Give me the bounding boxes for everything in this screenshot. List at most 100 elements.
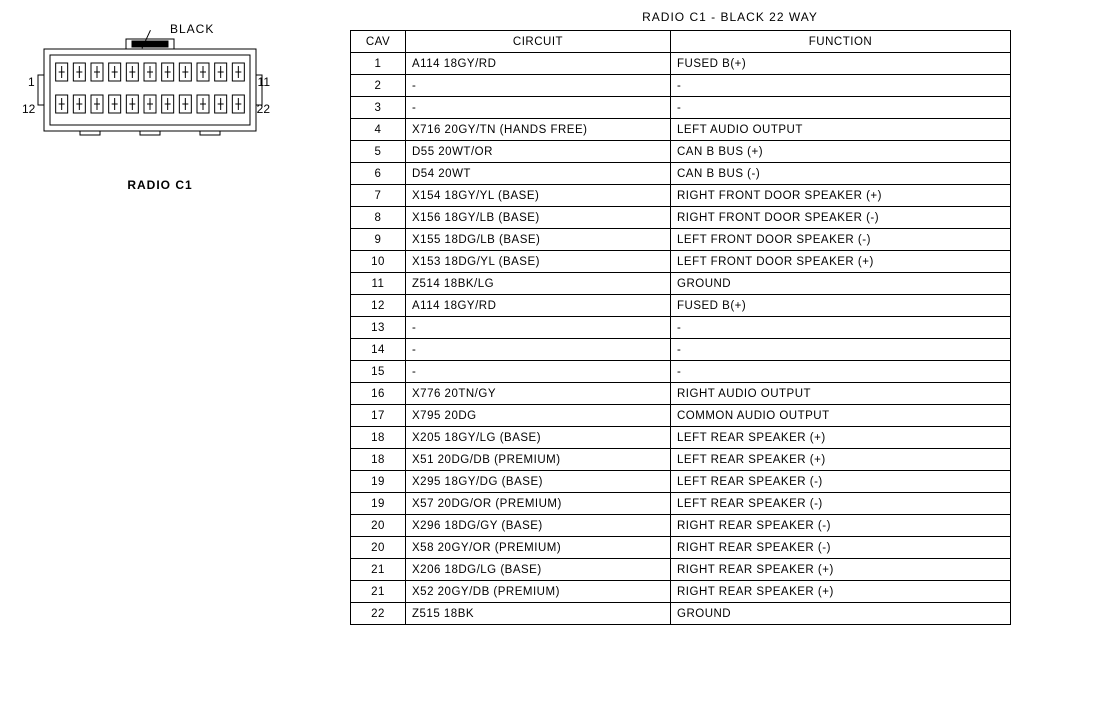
table-row: 18X51 20DG/DB (PREMIUM)LEFT REAR SPEAKER…	[351, 449, 1011, 471]
table-row: 7X154 18GY/YL (BASE)RIGHT FRONT DOOR SPE…	[351, 185, 1011, 207]
cell-circuit: D54 20WT	[406, 163, 671, 185]
cell-cav: 9	[351, 229, 406, 251]
connector-panel: BLACK 1 12 11 22 RADIO C1	[10, 10, 310, 192]
cell-circuit: X51 20DG/DB (PREMIUM)	[406, 449, 671, 471]
cell-circuit: X295 18GY/DG (BASE)	[406, 471, 671, 493]
cell-function: -	[671, 361, 1011, 383]
cell-function: LEFT REAR SPEAKER (+)	[671, 449, 1011, 471]
table-row: 19X57 20DG/OR (PREMIUM)LEFT REAR SPEAKER…	[351, 493, 1011, 515]
cell-function: -	[671, 97, 1011, 119]
cell-circuit: X206 18DG/LG (BASE)	[406, 559, 671, 581]
cell-function: RIGHT REAR SPEAKER (-)	[671, 537, 1011, 559]
cell-function: RIGHT AUDIO OUTPUT	[671, 383, 1011, 405]
table-row: 19X295 18GY/DG (BASE)LEFT REAR SPEAKER (…	[351, 471, 1011, 493]
cell-cav: 19	[351, 493, 406, 515]
table-row: 6D54 20WTCAN B BUS (-)	[351, 163, 1011, 185]
cell-function: RIGHT FRONT DOOR SPEAKER (-)	[671, 207, 1011, 229]
cell-cav: 22	[351, 603, 406, 625]
col-header-function: FUNCTION	[671, 31, 1011, 53]
cell-function: RIGHT REAR SPEAKER (+)	[671, 581, 1011, 603]
cell-function: RIGHT REAR SPEAKER (-)	[671, 515, 1011, 537]
cell-circuit: -	[406, 75, 671, 97]
cell-cav: 5	[351, 141, 406, 163]
table-row: 20X296 18DG/GY (BASE)RIGHT REAR SPEAKER …	[351, 515, 1011, 537]
cell-circuit: X155 18DG/LB (BASE)	[406, 229, 671, 251]
pinout-panel: RADIO C1 - BLACK 22 WAY CAV CIRCUIT FUNC…	[350, 10, 1110, 625]
cell-circuit: A114 18GY/RD	[406, 295, 671, 317]
cell-circuit: X296 18DG/GY (BASE)	[406, 515, 671, 537]
cell-cav: 11	[351, 273, 406, 295]
pin-label-11: 11	[258, 75, 270, 89]
cell-cav: 18	[351, 427, 406, 449]
cell-cav: 20	[351, 515, 406, 537]
table-row: 15--	[351, 361, 1011, 383]
table-row: 17X795 20DGCOMMON AUDIO OUTPUT	[351, 405, 1011, 427]
pinout-table: CAV CIRCUIT FUNCTION 1A114 18GY/RDFUSED …	[350, 30, 1011, 625]
pinout-header-row: CAV CIRCUIT FUNCTION	[351, 31, 1011, 53]
table-row: 22Z515 18BKGROUND	[351, 603, 1011, 625]
table-row: 20X58 20GY/OR (PREMIUM)RIGHT REAR SPEAKE…	[351, 537, 1011, 559]
cell-cav: 4	[351, 119, 406, 141]
col-header-cav: CAV	[351, 31, 406, 53]
connector-diagram: BLACK 1 12 11 22	[20, 20, 300, 170]
cell-cav: 21	[351, 559, 406, 581]
cell-cav: 8	[351, 207, 406, 229]
pin-label-12: 12	[22, 102, 35, 116]
cell-function: -	[671, 75, 1011, 97]
cell-cav: 10	[351, 251, 406, 273]
cell-cav: 15	[351, 361, 406, 383]
cell-function: CAN B BUS (+)	[671, 141, 1011, 163]
cell-cav: 6	[351, 163, 406, 185]
cell-function: -	[671, 317, 1011, 339]
cell-function: GROUND	[671, 603, 1011, 625]
cell-cav: 16	[351, 383, 406, 405]
page-root: BLACK 1 12 11 22 RADIO C1 RADIO C1 - BLA…	[10, 10, 1110, 625]
cell-circuit: A114 18GY/RD	[406, 53, 671, 75]
cell-cav: 20	[351, 537, 406, 559]
pin-label-1: 1	[28, 75, 35, 89]
cell-cav: 21	[351, 581, 406, 603]
cell-function: LEFT FRONT DOOR SPEAKER (+)	[671, 251, 1011, 273]
table-row: 12A114 18GY/RDFUSED B(+)	[351, 295, 1011, 317]
cell-circuit: X154 18GY/YL (BASE)	[406, 185, 671, 207]
table-row: 10X153 18DG/YL (BASE)LEFT FRONT DOOR SPE…	[351, 251, 1011, 273]
cell-function: FUSED B(+)	[671, 53, 1011, 75]
cell-cav: 1	[351, 53, 406, 75]
table-row: 16X776 20TN/GYRIGHT AUDIO OUTPUT	[351, 383, 1011, 405]
cell-function: LEFT REAR SPEAKER (-)	[671, 493, 1011, 515]
table-row: 13--	[351, 317, 1011, 339]
cell-function: FUSED B(+)	[671, 295, 1011, 317]
table-row: 5D55 20WT/ORCAN B BUS (+)	[351, 141, 1011, 163]
cell-circuit: Z514 18BK/LG	[406, 273, 671, 295]
cell-circuit: X776 20TN/GY	[406, 383, 671, 405]
cell-cav: 2	[351, 75, 406, 97]
table-row: 2--	[351, 75, 1011, 97]
cell-circuit: -	[406, 361, 671, 383]
cell-cav: 7	[351, 185, 406, 207]
cell-function: RIGHT REAR SPEAKER (+)	[671, 559, 1011, 581]
connector-caption: RADIO C1	[127, 178, 192, 192]
cell-function: CAN B BUS (-)	[671, 163, 1011, 185]
cell-circuit: Z515 18BK	[406, 603, 671, 625]
table-row: 3--	[351, 97, 1011, 119]
cell-function: -	[671, 339, 1011, 361]
col-header-circuit: CIRCUIT	[406, 31, 671, 53]
table-row: 1A114 18GY/RDFUSED B(+)	[351, 53, 1011, 75]
cell-function: GROUND	[671, 273, 1011, 295]
table-row: 11Z514 18BK/LGGROUND	[351, 273, 1011, 295]
table-row: 4X716 20GY/TN (HANDS FREE)LEFT AUDIO OUT…	[351, 119, 1011, 141]
cell-cav: 13	[351, 317, 406, 339]
cell-circuit: X795 20DG	[406, 405, 671, 427]
cell-circuit: X58 20GY/OR (PREMIUM)	[406, 537, 671, 559]
connector-color-callout: BLACK	[170, 22, 214, 36]
cell-function: LEFT REAR SPEAKER (-)	[671, 471, 1011, 493]
cell-circuit: D55 20WT/OR	[406, 141, 671, 163]
cell-function: LEFT REAR SPEAKER (+)	[671, 427, 1011, 449]
cell-cav: 12	[351, 295, 406, 317]
cell-circuit: X205 18GY/LG (BASE)	[406, 427, 671, 449]
cell-cav: 14	[351, 339, 406, 361]
cell-circuit: -	[406, 97, 671, 119]
cell-circuit: X52 20GY/DB (PREMIUM)	[406, 581, 671, 603]
cell-cav: 3	[351, 97, 406, 119]
cell-function: LEFT AUDIO OUTPUT	[671, 119, 1011, 141]
